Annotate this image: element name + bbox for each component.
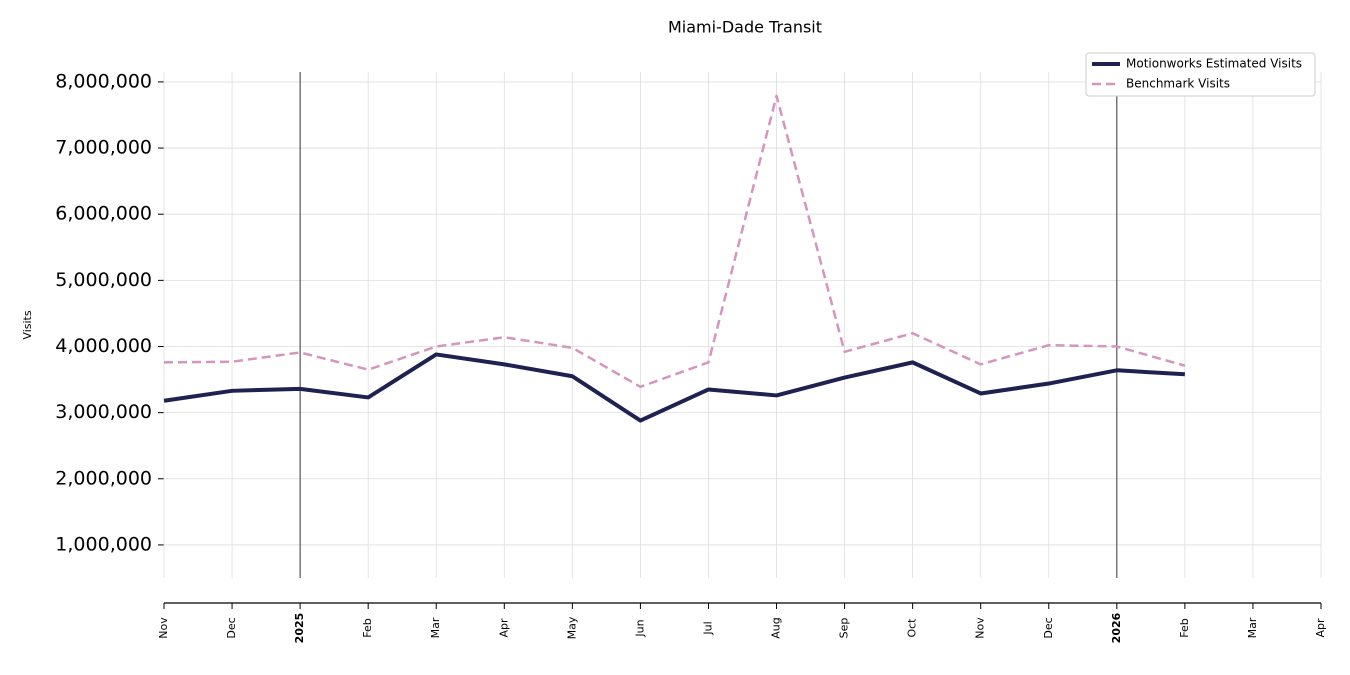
x-tick-label: Jun (633, 619, 646, 637)
x-tick-label: Feb (361, 618, 374, 637)
y-axis-label: Visits (21, 310, 34, 339)
x-tick-label: 2025 (293, 613, 306, 644)
x-tick-label: Aug (770, 617, 783, 638)
y-tick-label: 1,000,000 (55, 533, 152, 555)
x-tick-label: Dec (225, 617, 238, 638)
y-tick-label: 8,000,000 (55, 70, 152, 92)
x-tick-label: Apr (1314, 618, 1327, 638)
x-tick-label: Oct (906, 618, 919, 638)
x-tick-label: May (565, 616, 578, 639)
x-tick-label: Nov (157, 617, 170, 639)
x-tick-label: Dec (1042, 617, 1055, 638)
y-tick-label: 5,000,000 (55, 269, 152, 291)
legend-label: Benchmark Visits (1126, 77, 1230, 91)
x-tick-label: Sep (838, 618, 851, 639)
x-tick-label: 2026 (1110, 612, 1123, 643)
x-tick-label: Apr (497, 618, 510, 638)
y-tick-label: 6,000,000 (55, 203, 152, 225)
x-tick-label: Nov (974, 617, 987, 639)
chart-title: Miami-Dade Transit (668, 18, 822, 37)
y-tick-label: 7,000,000 (55, 137, 152, 159)
series-line (163, 352, 1185, 423)
y-tick-label: 3,000,000 (55, 401, 152, 423)
x-tick-label: Jul (701, 621, 714, 635)
x-tick-label: Mar (429, 617, 442, 638)
x-tick-label: Feb (1178, 618, 1191, 637)
x-tick-label: Mar (1246, 617, 1259, 638)
series-line (163, 94, 1186, 389)
legend-label: Motionworks Estimated Visits (1126, 57, 1302, 71)
legend-box (1085, 52, 1316, 97)
y-tick-label: 2,000,000 (55, 467, 152, 489)
y-tick-label: 4,000,000 (55, 335, 152, 357)
